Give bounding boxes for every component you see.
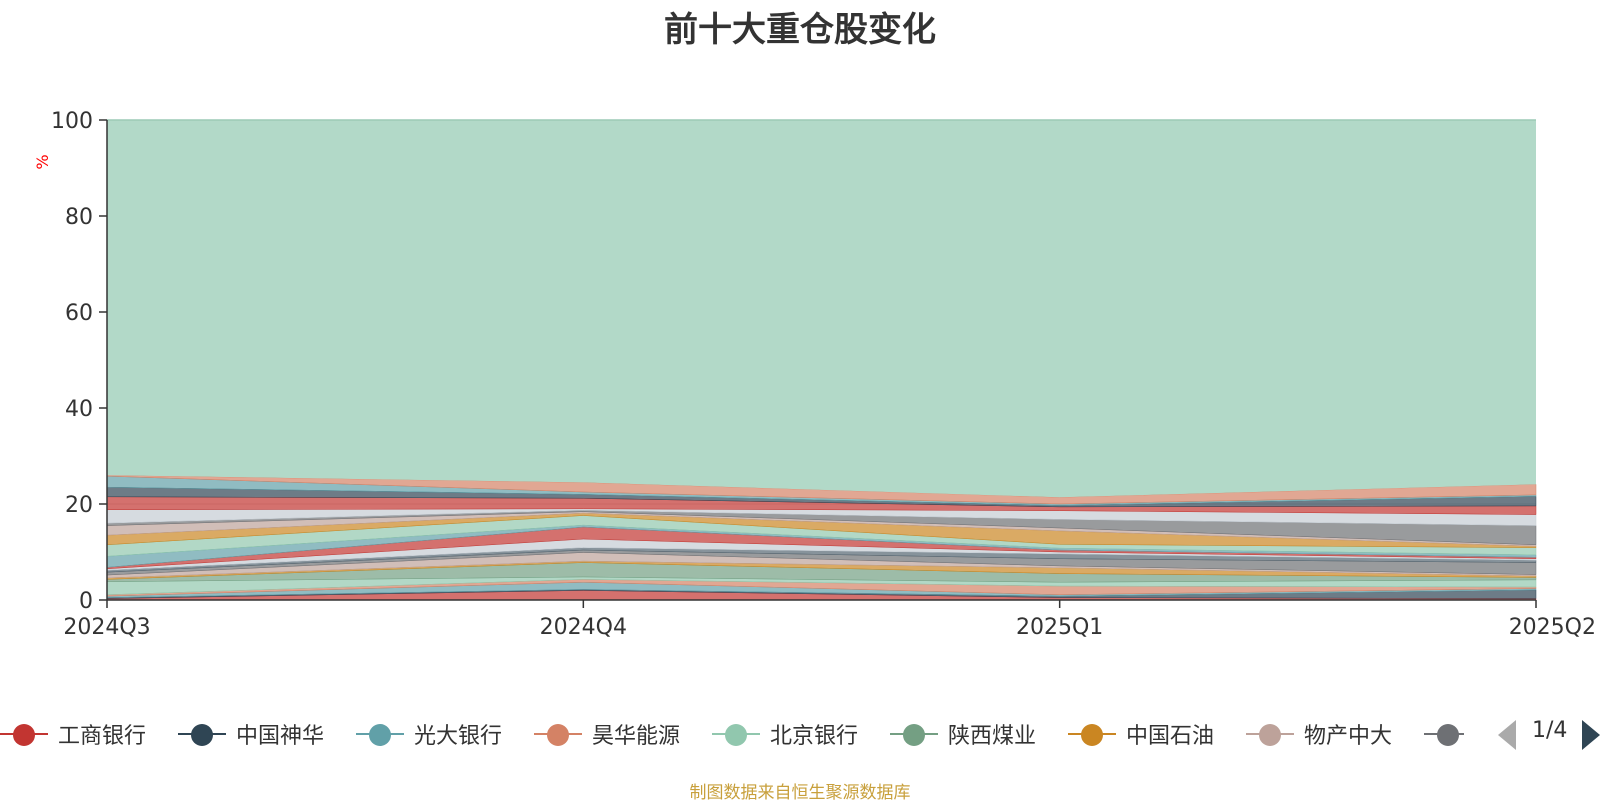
area-layer — [106, 119, 1537, 601]
y-tick-label: 60 — [65, 301, 93, 326]
legend-label: 昊华能源 — [592, 724, 681, 749]
x-tick-label: 2025Q2 — [1509, 615, 1596, 640]
y-tick-label: 80 — [65, 205, 93, 230]
y-tick-label: 0 — [79, 589, 93, 614]
x-tick-label: 2025Q1 — [1016, 615, 1103, 640]
legend-label: 北京银行 — [770, 724, 859, 749]
y-tick-label: 100 — [51, 109, 93, 134]
legend-label: 工商银行 — [58, 724, 147, 749]
legend-label: 中国神华 — [236, 724, 325, 749]
legend-dot-icon — [725, 724, 747, 746]
legend-label: 光大银行 — [414, 724, 503, 749]
next-page-icon[interactable] — [1582, 720, 1600, 750]
legend-dot-icon — [547, 724, 569, 746]
y-tick-label: 20 — [65, 493, 93, 518]
legend-dot-icon — [13, 724, 35, 746]
axis-layer: 0 20 40 60 80 100 2024Q3 2024Q4 2025Q1 2025Q2 — [51, 109, 1596, 640]
x-tick-label: 2024Q3 — [63, 615, 150, 640]
legend-label: 物产中大 — [1304, 724, 1393, 749]
legend-label: 陕西煤业 — [948, 724, 1037, 749]
prev-page-icon[interactable] — [1498, 720, 1516, 750]
legend-pager: 1/4 — [1498, 714, 1600, 754]
legend-label: 中国石油 — [1126, 724, 1215, 749]
legend-dot-icon — [369, 724, 391, 746]
legend-page-indicator: 1/4 — [1532, 718, 1568, 743]
legend-dot-icon — [1259, 724, 1281, 746]
legend-dot-icon — [903, 724, 925, 746]
x-tick-label: 2024Q4 — [540, 615, 627, 640]
y-axis-label: % — [33, 154, 52, 169]
source-note: 制图数据来自恒生聚源数据库 — [689, 783, 911, 803]
legend: 工商银行中国神华光大银行昊华能源北京银行陕西煤业中国石油物产中大中远海控 — [0, 714, 1464, 754]
legend-dot-icon — [1437, 724, 1459, 746]
legend-dot-icon — [1081, 724, 1103, 746]
legend-dot-icon — [191, 724, 213, 746]
remainder-area — [107, 120, 1536, 498]
chart-title: 前十大重仓股变化 — [664, 10, 936, 50]
y-tick-label: 40 — [65, 397, 93, 422]
